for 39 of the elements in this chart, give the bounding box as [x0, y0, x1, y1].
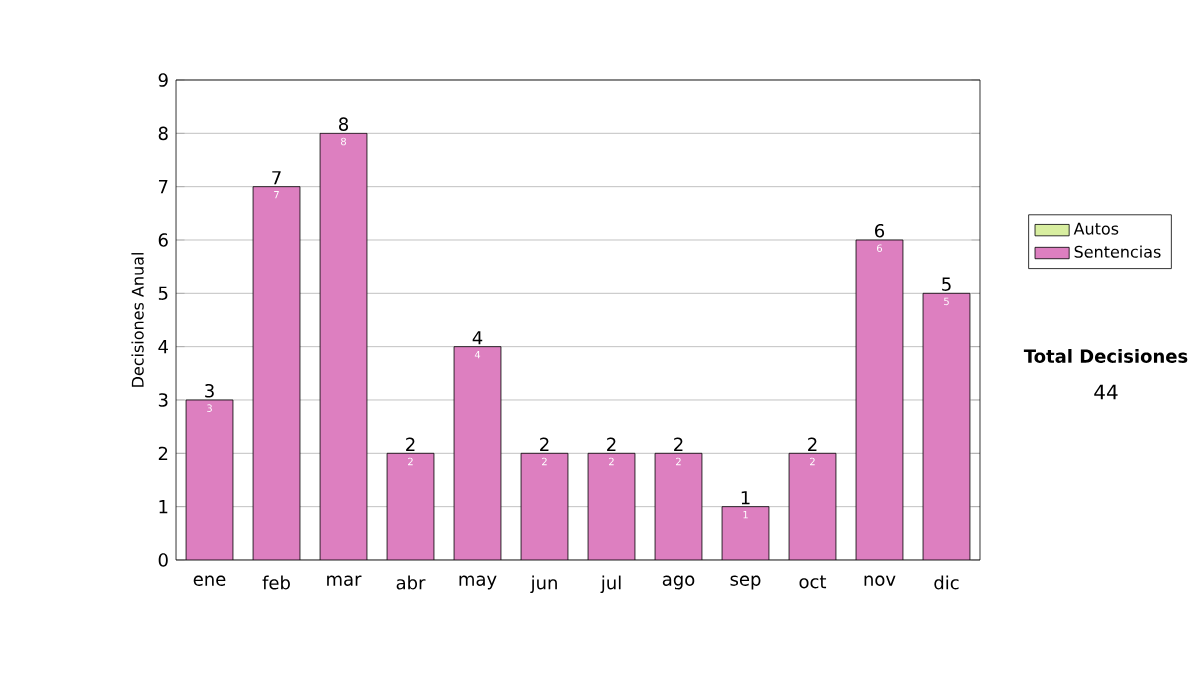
total-label: 4 [472, 331, 483, 345]
x-tick-label: dic [934, 575, 959, 590]
total-label: 2 [674, 437, 683, 451]
y-tick-label: 1 [159, 500, 168, 514]
y-axis-title: Decisiones Anual [131, 253, 144, 387]
total-label: 5 [942, 277, 951, 291]
y-tick-label: 4 [158, 340, 168, 354]
y-tick-label: 0 [158, 553, 168, 567]
text: Total Decisiones [1023, 349, 1188, 363]
x-tick-label: abr [396, 575, 426, 590]
x-tick-label: feb [262, 575, 290, 590]
x-tick-label: oct [799, 575, 827, 589]
x-tick-label: may [459, 575, 497, 590]
x-tick-label: ago [662, 575, 695, 590]
total-label: 2 [607, 437, 616, 451]
y-tick-label: 7 [158, 180, 168, 194]
x-tick-label: jul [600, 575, 621, 593]
y-tick-label: 8 [158, 126, 168, 141]
total-label: 2 [808, 437, 817, 451]
x-tick-label: nov [864, 575, 896, 586]
x-tick-label: mar [327, 575, 362, 586]
text: 44 [1094, 384, 1118, 400]
total-label: 2 [540, 437, 549, 451]
total-label: 8 [339, 117, 349, 131]
total-label: 7 [272, 171, 281, 185]
total-label: 6 [875, 223, 885, 238]
y-tick-label: 9 [158, 73, 168, 87]
x-tick-label: ene [193, 575, 226, 586]
total-label: 3 [205, 383, 214, 398]
total-label: 1 [741, 491, 750, 505]
y-tick-label: 2 [158, 446, 168, 460]
x-tick-label: jun [530, 575, 557, 593]
legend-label: Autos [1073, 222, 1119, 235]
legend-label: Sentencias [1074, 245, 1161, 258]
y-tick-label: 3 [158, 393, 168, 407]
y-tick-label: 5 [158, 286, 168, 300]
x-tick-label: sep [730, 575, 761, 590]
y-tick-label: 6 [158, 233, 168, 247]
total-label: 2 [406, 437, 415, 451]
